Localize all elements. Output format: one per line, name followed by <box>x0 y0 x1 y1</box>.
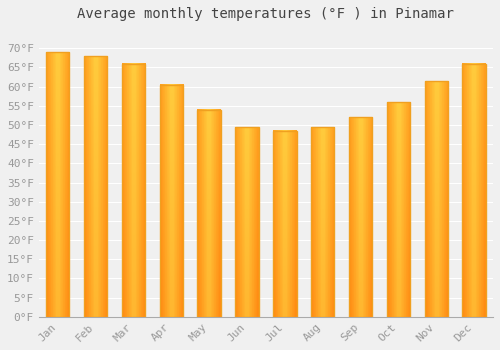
Bar <box>462 64 486 317</box>
Bar <box>46 52 70 317</box>
Bar <box>311 127 334 317</box>
Bar <box>84 56 108 317</box>
Bar <box>198 110 221 317</box>
Bar <box>160 85 183 317</box>
Bar <box>349 117 372 317</box>
Bar <box>122 64 145 317</box>
Bar <box>236 127 258 317</box>
Bar <box>273 131 296 317</box>
Bar <box>424 81 448 317</box>
Bar <box>386 102 410 317</box>
Title: Average monthly temperatures (°F ) in Pinamar: Average monthly temperatures (°F ) in Pi… <box>78 7 454 21</box>
